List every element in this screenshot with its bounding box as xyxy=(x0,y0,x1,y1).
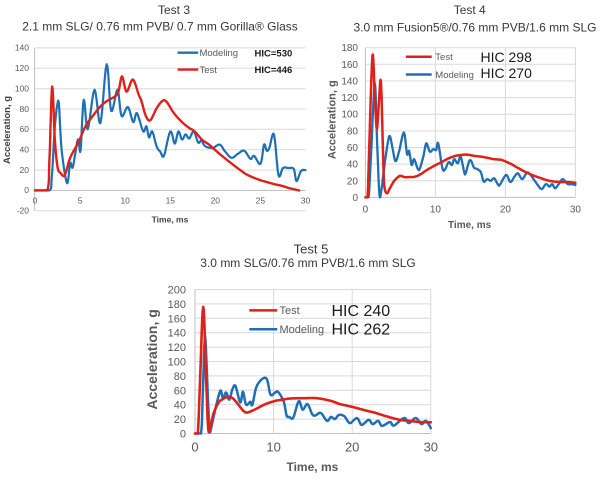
svg-text:HIC 298: HIC 298 xyxy=(481,49,533,65)
svg-text:2.1 mm SLG/ 0.76 mm PVB/ 0.7 m: 2.1 mm SLG/ 0.76 mm PVB/ 0.7 mm Gorilla®… xyxy=(22,20,298,34)
svg-text:25: 25 xyxy=(256,196,266,206)
svg-text:20: 20 xyxy=(500,205,512,216)
svg-text:30: 30 xyxy=(301,196,311,206)
svg-text:40: 40 xyxy=(347,160,359,171)
svg-text:3.0 mm Fusion5®/0.76 mm PVB/1.: 3.0 mm Fusion5®/0.76 mm PVB/1.6 mm SLG xyxy=(354,20,597,34)
svg-text:100: 100 xyxy=(341,110,358,121)
svg-text:Test: Test xyxy=(280,305,300,317)
svg-text:HIC 270: HIC 270 xyxy=(481,65,533,81)
svg-text:140: 140 xyxy=(341,77,358,88)
svg-text:Modeling: Modeling xyxy=(435,70,474,81)
svg-text:20: 20 xyxy=(345,440,359,455)
svg-text:120: 120 xyxy=(15,63,29,73)
svg-text:160: 160 xyxy=(341,60,358,71)
svg-text:100: 100 xyxy=(168,357,186,369)
svg-text:20: 20 xyxy=(211,196,221,206)
svg-text:Modeling: Modeling xyxy=(280,324,325,336)
svg-text:Time, ms: Time, ms xyxy=(152,215,189,225)
svg-text:60: 60 xyxy=(347,143,359,154)
svg-text:Time, ms: Time, ms xyxy=(286,460,338,474)
svg-text:40: 40 xyxy=(174,400,186,412)
svg-text:HIC 262: HIC 262 xyxy=(332,322,391,339)
svg-text:HIC=530: HIC=530 xyxy=(255,48,293,59)
svg-text:140: 140 xyxy=(15,43,29,53)
svg-text:0: 0 xyxy=(191,440,198,455)
svg-text:80: 80 xyxy=(347,126,359,137)
svg-text:180: 180 xyxy=(341,43,358,54)
svg-text:180: 180 xyxy=(168,299,186,311)
svg-text:Test 4: Test 4 xyxy=(454,3,486,17)
svg-text:Acceleration, g: Acceleration, g xyxy=(144,309,160,409)
svg-text:10: 10 xyxy=(120,196,130,206)
svg-text:0: 0 xyxy=(24,185,29,195)
svg-text:Modeling: Modeling xyxy=(200,48,239,59)
svg-text:HIC=446: HIC=446 xyxy=(255,65,293,76)
svg-text:Time, ms: Time, ms xyxy=(448,220,492,231)
svg-text:20: 20 xyxy=(20,165,30,175)
svg-text:120: 120 xyxy=(168,342,186,354)
svg-text:0: 0 xyxy=(352,193,358,204)
svg-text:200: 200 xyxy=(168,285,186,297)
svg-text:80: 80 xyxy=(20,104,30,114)
svg-text:10: 10 xyxy=(430,205,442,216)
svg-text:5: 5 xyxy=(78,196,83,206)
svg-text:20: 20 xyxy=(347,176,359,187)
svg-text:Acceleration, g: Acceleration, g xyxy=(327,80,339,159)
svg-text:3.0 mm SLG/0.76 mm PVB/1.6 mm: 3.0 mm SLG/0.76 mm PVB/1.6 mm SLG xyxy=(200,256,415,270)
svg-text:10: 10 xyxy=(266,440,280,455)
svg-text:60: 60 xyxy=(174,385,186,397)
svg-text:80: 80 xyxy=(174,371,186,383)
svg-text:15: 15 xyxy=(166,196,176,206)
svg-text:HIC 240: HIC 240 xyxy=(332,303,391,320)
svg-text:30: 30 xyxy=(424,440,438,455)
svg-text:120: 120 xyxy=(341,93,358,104)
svg-text:0: 0 xyxy=(33,196,38,206)
svg-text:20: 20 xyxy=(174,414,186,426)
svg-text:160: 160 xyxy=(168,313,186,325)
svg-text:Test 3: Test 3 xyxy=(158,3,190,17)
svg-text:0: 0 xyxy=(363,205,369,216)
svg-text:Acceleration, g: Acceleration, g xyxy=(2,96,13,164)
svg-text:0: 0 xyxy=(180,429,186,441)
svg-text:100: 100 xyxy=(15,84,29,94)
svg-text:60: 60 xyxy=(20,124,30,134)
svg-text:140: 140 xyxy=(168,328,186,340)
svg-text:Test 5: Test 5 xyxy=(294,241,329,256)
svg-text:30: 30 xyxy=(570,205,582,216)
svg-text:Test: Test xyxy=(435,52,453,63)
svg-text:Test: Test xyxy=(200,65,218,76)
svg-text:-20: -20 xyxy=(17,206,30,216)
svg-text:40: 40 xyxy=(20,145,30,155)
